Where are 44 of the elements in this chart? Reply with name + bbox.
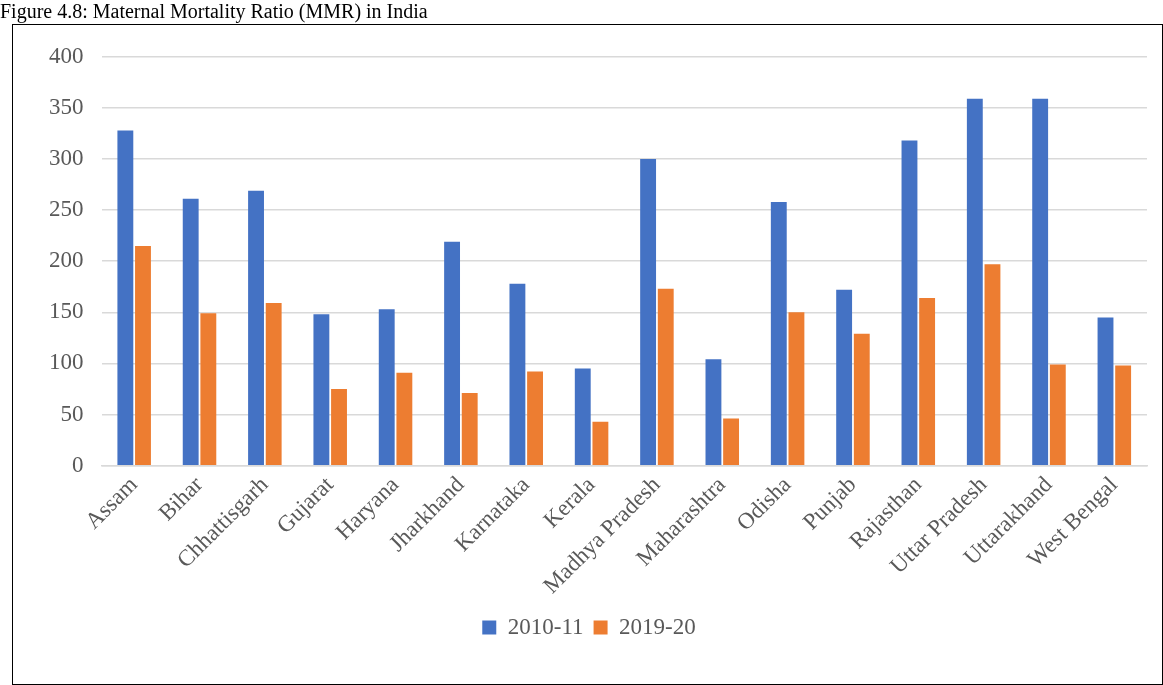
y-tick-label: 0 [72, 451, 84, 477]
bar [705, 359, 722, 465]
bar [378, 309, 395, 465]
bar [901, 140, 918, 465]
legend-label: 2010-11 [507, 613, 584, 639]
bar [919, 298, 936, 465]
y-tick-label: 350 [49, 93, 84, 119]
bar [640, 159, 657, 465]
bar [657, 288, 674, 465]
bar [117, 130, 134, 465]
y-tick-label: 250 [49, 196, 84, 222]
legend-label: 2019-20 [619, 613, 696, 639]
bar [265, 303, 282, 465]
bar [396, 372, 413, 465]
y-tick-label: 50 [60, 400, 84, 426]
bar [723, 418, 740, 465]
bar [313, 314, 330, 465]
y-tick-label: 150 [49, 298, 84, 324]
bar [1115, 365, 1132, 465]
bar [853, 333, 870, 465]
bar [200, 313, 217, 465]
bar [592, 421, 609, 465]
bar [248, 190, 264, 465]
bar [574, 368, 591, 465]
chart-title: Figure 4.8: Maternal Mortality Ratio (MMR) in India [0, 0, 428, 22]
bar [331, 388, 347, 465]
bar [836, 289, 853, 465]
bar [770, 201, 787, 465]
y-tick-label: 400 [49, 42, 84, 68]
bar [182, 198, 199, 465]
bar [1032, 98, 1049, 465]
y-tick-label: 100 [49, 349, 84, 375]
bar [461, 393, 478, 465]
bar [1097, 317, 1114, 465]
y-tick-label: 300 [49, 145, 84, 171]
bar [1049, 364, 1066, 465]
bar [527, 371, 543, 465]
bar [135, 245, 151, 465]
y-tick-label: 200 [49, 247, 84, 273]
bar [509, 283, 526, 465]
bar [788, 312, 805, 465]
bar [984, 264, 1001, 465]
bar [966, 98, 983, 465]
bar [444, 241, 461, 465]
